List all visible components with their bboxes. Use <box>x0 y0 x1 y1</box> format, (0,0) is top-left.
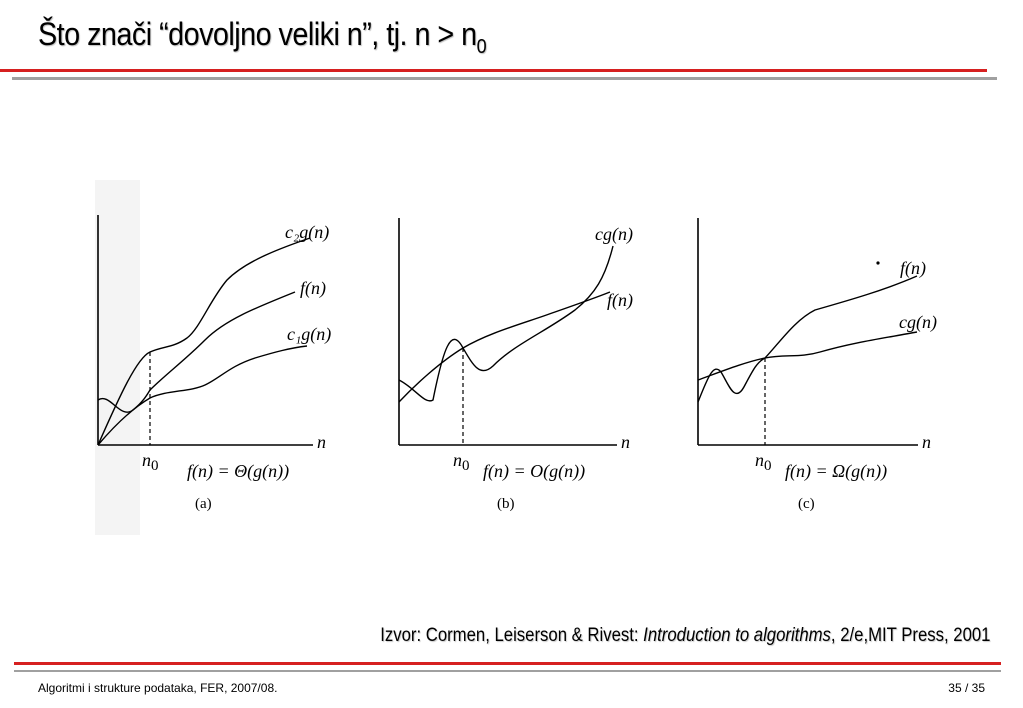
footer-page-number: 35 / 35 <box>948 681 985 695</box>
asymptotic-notation-figure: c₂g(n) f(n) c₁g(n) n n 0 f(n) = Θ(g(n)) … <box>95 180 975 535</box>
panel-c-n0-label: n <box>755 450 764 470</box>
panel-c: f(n) cg(n) n n 0 f(n) = Ω(g(n)) (c) <box>697 218 937 512</box>
title-rule-red <box>0 69 987 72</box>
panel-c-caption: (c) <box>798 496 815 512</box>
title-rule-gray <box>12 77 997 80</box>
footer-rule-red <box>14 662 1001 665</box>
panel-b-label-cg: cg(n) <box>595 224 633 245</box>
panel-a-caption: (a) <box>195 496 212 512</box>
panel-a-formula: f(n) = Θ(g(n)) <box>187 461 289 482</box>
panel-a-label-f: f(n) <box>300 278 326 299</box>
panel-b-curve-f <box>398 291 611 403</box>
source-citation: Izvor: Cormen, Leiserson & Rivest: Intro… <box>380 625 990 647</box>
panel-a-n0-label: n <box>142 450 151 470</box>
panel-a: c₂g(n) f(n) c₁g(n) n n 0 f(n) = Θ(g(n)) … <box>97 215 331 512</box>
panel-c-formula: f(n) = Ω(g(n)) <box>785 461 887 482</box>
slide-title-subscript: 0 <box>476 36 487 58</box>
panel-a-label-c2g: c₂g(n) <box>285 222 329 243</box>
panel-a-x-label: n <box>317 432 326 452</box>
panel-c-label-f: f(n) <box>900 258 926 279</box>
panel-a-curve-f <box>97 291 296 413</box>
panel-c-speck <box>876 261 880 265</box>
panel-b-n0-sub: 0 <box>462 458 470 474</box>
panel-a-curve-c2g <box>97 237 311 446</box>
panel-a-label-c1g: c₁g(n) <box>287 324 331 345</box>
panel-b-n0-label: n <box>453 450 462 470</box>
source-book-title: Introduction to algorithms <box>642 625 831 646</box>
panel-c-label-cg: cg(n) <box>899 312 937 333</box>
panel-a-n0-sub: 0 <box>151 458 159 474</box>
slide-title: Što znači “dovoljno veliki n”, tj. n > n… <box>38 16 487 59</box>
source-suffix: , 2/e,MIT Press, 2001 <box>830 625 990 646</box>
footer-course-info: Algoritmi i strukture podataka, FER, 200… <box>38 681 278 695</box>
panel-b-formula: f(n) = O(g(n)) <box>483 461 585 482</box>
footer-rule-gray <box>14 670 1001 672</box>
panel-b: cg(n) f(n) n n 0 f(n) = O(g(n)) (b) <box>398 218 633 512</box>
panel-c-n0-sub: 0 <box>764 458 772 474</box>
panel-b-caption: (b) <box>497 496 515 512</box>
source-prefix: Izvor: Cormen, Leiserson & Rivest: <box>379 625 643 646</box>
panel-c-curve-cg <box>697 331 918 381</box>
panel-c-x-label: n <box>922 432 931 452</box>
panel-b-label-f: f(n) <box>607 290 633 311</box>
panel-b-curve-cg <box>398 245 614 402</box>
panel-a-curve-c1g <box>97 345 308 446</box>
panel-b-x-label: n <box>621 432 630 452</box>
slide-title-text: Što znači “dovoljno veliki n”, tj. n > n <box>38 16 477 52</box>
